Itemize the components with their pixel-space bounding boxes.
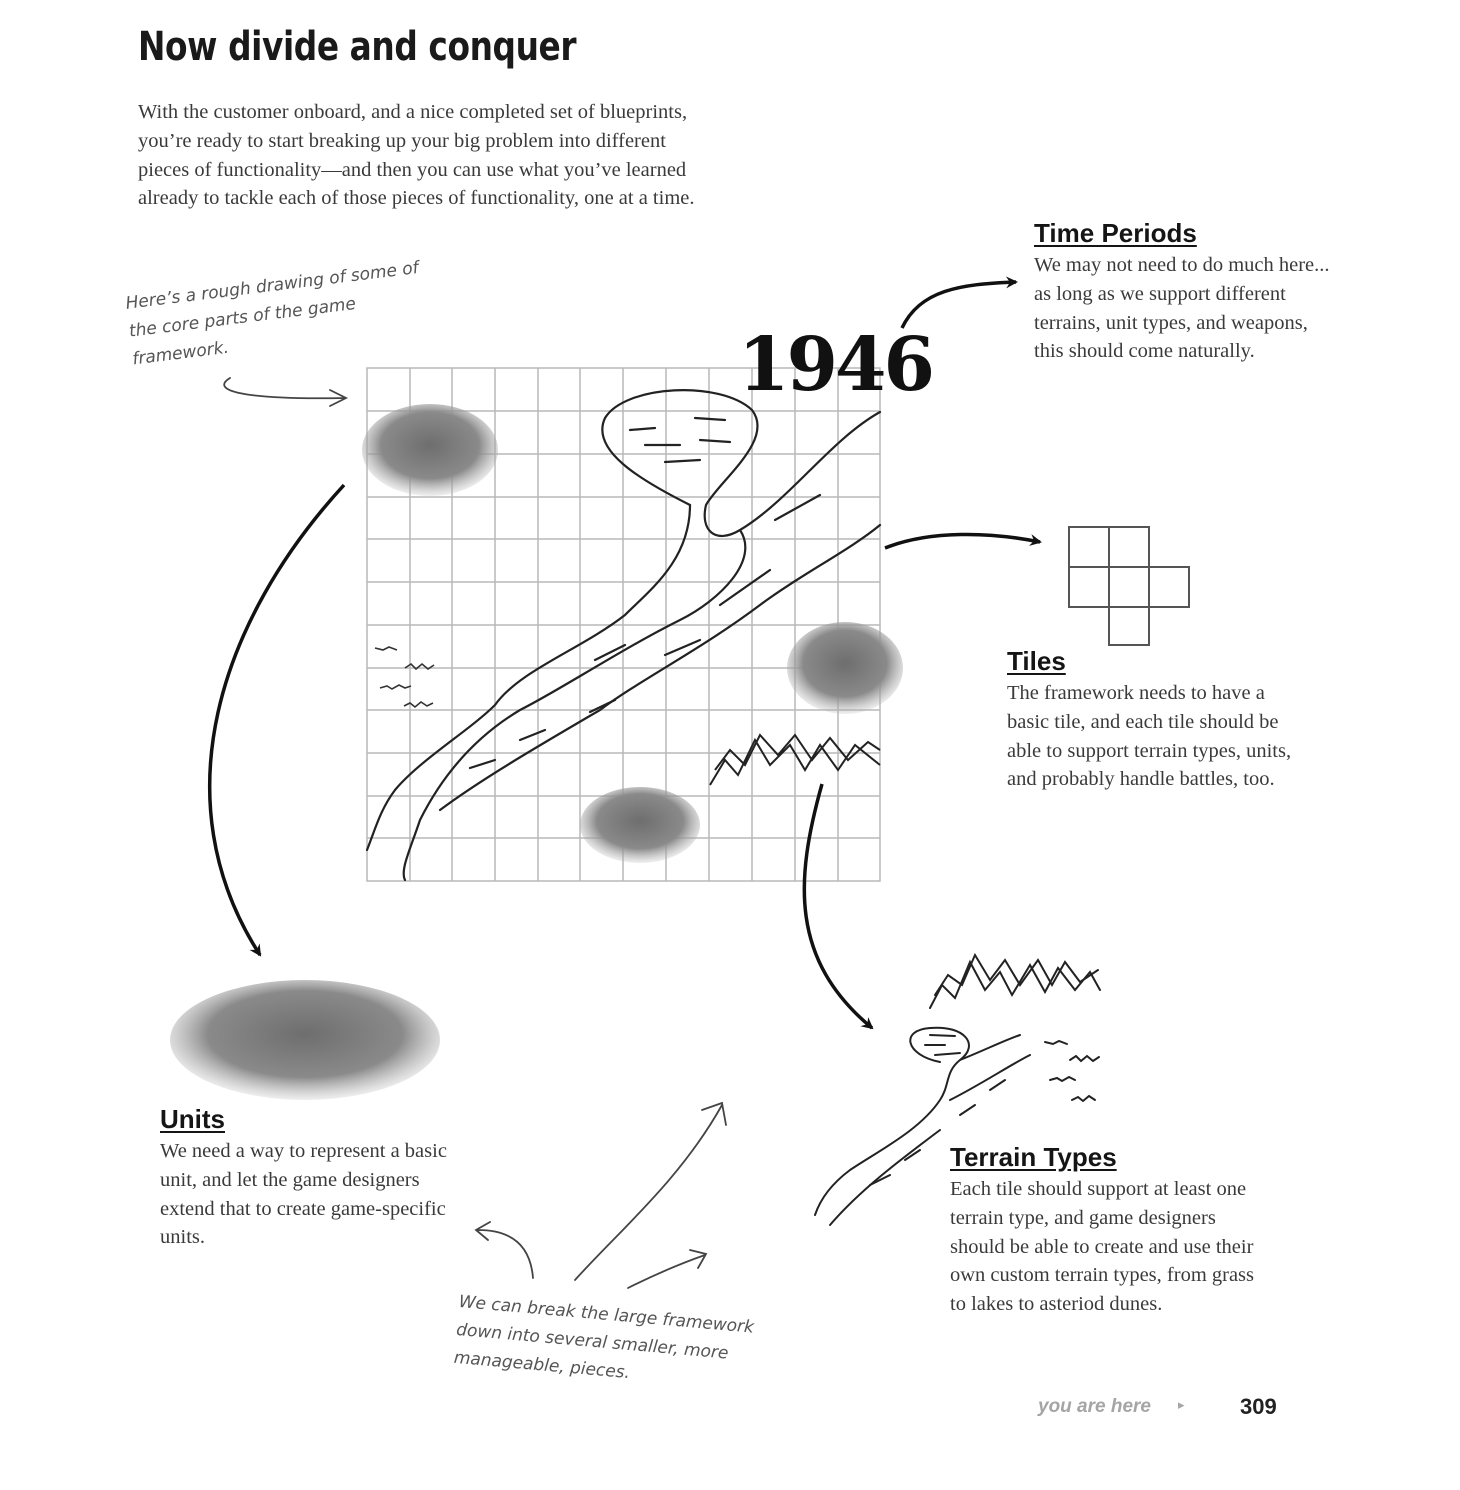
intro-paragraph: With the customer onboard, and a nice co…	[138, 101, 695, 210]
soldier-group-figure	[170, 980, 440, 1100]
time-periods-heading: Time Periods	[1034, 218, 1197, 248]
hand-arrows	[223, 377, 727, 1289]
time-periods-body: We may not need to do much here... as lo…	[1034, 254, 1330, 363]
you-are-here-label: you are here	[1038, 1396, 1151, 1417]
units-heading: Units	[160, 1104, 225, 1134]
flow-arrows	[208, 276, 1042, 1030]
terrain-types-sketch	[814, 952, 1101, 1226]
mountains-sketch	[709, 733, 881, 786]
page-title: Now divide and conquer	[138, 24, 577, 70]
page-number: 309	[1240, 1394, 1277, 1419]
section-terrain-types: Terrain Types Each tile should support a…	[950, 1142, 1270, 1319]
tiles-body: The framework needs to have a basic tile…	[1007, 682, 1292, 791]
grass-sketch	[374, 646, 435, 709]
section-time-periods: Time Periods We may not need to do much …	[1034, 218, 1334, 366]
section-units: Units We need a way to represent a basic…	[160, 1104, 470, 1252]
soldier-figures-board	[362, 404, 903, 863]
terrain-types-body: Each tile should support at least one te…	[950, 1178, 1255, 1316]
game-board-grid	[366, 367, 881, 882]
river-lake-sketch	[365, 389, 882, 882]
units-body: We need a way to represent a basic unit,…	[160, 1140, 447, 1249]
triangle-right-icon: ▸	[1178, 1398, 1185, 1413]
map-year-label: 1946	[738, 322, 935, 408]
tiles-icon	[1068, 526, 1190, 646]
tiles-heading: Tiles	[1007, 646, 1066, 676]
section-tiles: Tiles The framework needs to have a basi…	[1007, 646, 1307, 794]
terrain-types-heading: Terrain Types	[950, 1142, 1117, 1172]
